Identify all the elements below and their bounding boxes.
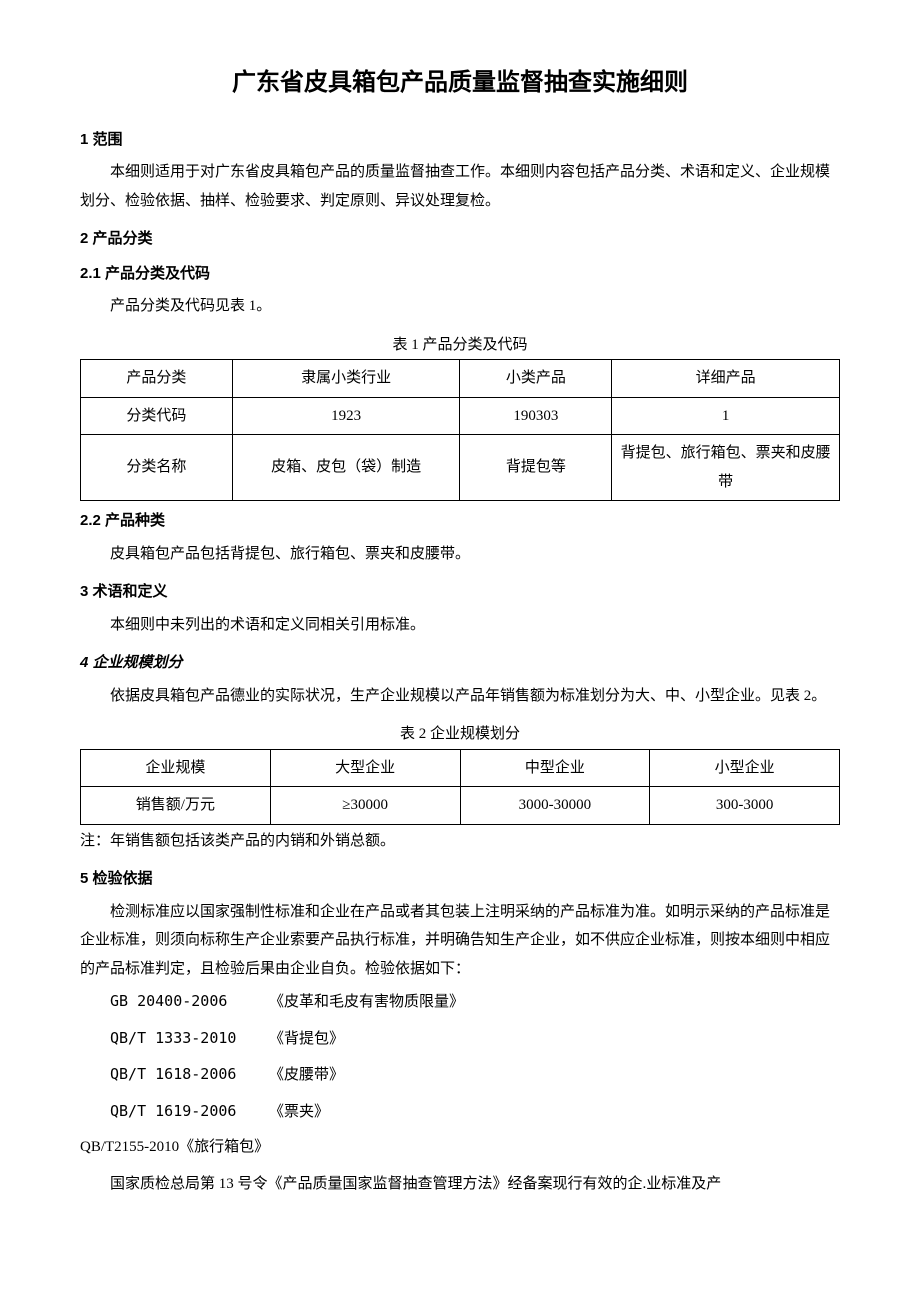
standard-item: QB/T 1618-2006 《皮腰带》: [110, 1060, 840, 1089]
table-cell: 190303: [460, 397, 612, 435]
standard-code: GB 20400-2006: [110, 987, 260, 1016]
table-cell: 背提包、旅行箱包、票夹和皮腰带: [612, 435, 840, 501]
table-cell: 小型企业: [650, 749, 840, 787]
document-title: 广东省皮具箱包产品质量监督抽查实施细则: [80, 60, 840, 106]
table-cell: 300-3000: [650, 787, 840, 825]
table-cell: 详细产品: [612, 360, 840, 398]
table-cell: 销售额/万元: [81, 787, 271, 825]
section-2-heading: 2 产品分类: [80, 225, 840, 254]
table-row: 销售额/万元 ≥30000 3000-30000 300-3000: [81, 787, 840, 825]
standard-code: QB/T 1619-2006: [110, 1097, 260, 1126]
section-4-paragraph: 依据皮具箱包产品德业的实际状况，生产企业规模以产品年销售额为标准划分为大、中、小…: [80, 682, 840, 711]
standard-item: QB/T 1333-2010 《背提包》: [110, 1024, 840, 1053]
table-2-caption: 表 2 企业规模划分: [80, 720, 840, 749]
section-4-heading: 4 企业规模划分: [80, 649, 840, 678]
table-cell: 分类名称: [81, 435, 233, 501]
table-row: 分类代码 1923 190303 1: [81, 397, 840, 435]
table-cell: 1923: [232, 397, 460, 435]
section-5-paragraph-1: 检测标准应以国家强制性标准和企业在产品或者其包装上注明采纳的产品标准为准。如明示…: [80, 898, 840, 984]
table-row: 产品分类 隶属小类行业 小类产品 详细产品: [81, 360, 840, 398]
standard-item: GB 20400-2006 《皮革和毛皮有害物质限量》: [110, 987, 840, 1016]
standard-item-last: QB/T2155-2010《旅行箱包》: [80, 1133, 840, 1162]
section-2-2-heading: 2.2 产品种类: [80, 507, 840, 536]
section-5-paragraph-2: 国家质检总局第 13 号令《产品质量国家监督抽查管理方法》经备案现行有效的企.业…: [80, 1170, 840, 1199]
section-1-heading: 1 范围: [80, 126, 840, 155]
standard-code: QB/T 1618-2006: [110, 1060, 260, 1089]
standard-name: 《皮革和毛皮有害物质限量》: [269, 992, 464, 1010]
standard-name: 《背提包》: [269, 1029, 344, 1047]
table-cell: 产品分类: [81, 360, 233, 398]
section-2-2-paragraph: 皮具箱包产品包括背提包、旅行箱包、票夹和皮腰带。: [80, 540, 840, 569]
table-cell: 企业规模: [81, 749, 271, 787]
table-cell: 3000-30000: [460, 787, 650, 825]
table-row: 企业规模 大型企业 中型企业 小型企业: [81, 749, 840, 787]
standard-name: 《皮腰带》: [269, 1065, 344, 1083]
section-2-1-paragraph: 产品分类及代码见表 1。: [80, 292, 840, 321]
section-3-paragraph: 本细则中未列出的术语和定义同相关引用标准。: [80, 611, 840, 640]
table-cell: 大型企业: [270, 749, 460, 787]
table-cell: ≥30000: [270, 787, 460, 825]
section-1-paragraph: 本细则适用于对广东省皮具箱包产品的质量监督抽查工作。本细则内容包括产品分类、术语…: [80, 158, 840, 215]
table-1-caption: 表 1 产品分类及代码: [80, 331, 840, 360]
table-cell: 中型企业: [460, 749, 650, 787]
table-cell: 1: [612, 397, 840, 435]
table-cell: 背提包等: [460, 435, 612, 501]
table-cell: 皮箱、皮包（袋）制造: [232, 435, 460, 501]
table-row: 分类名称 皮箱、皮包（袋）制造 背提包等 背提包、旅行箱包、票夹和皮腰带: [81, 435, 840, 501]
section-3-heading: 3 术语和定义: [80, 578, 840, 607]
table-1: 产品分类 隶属小类行业 小类产品 详细产品 分类代码 1923 190303 1…: [80, 359, 840, 501]
standard-code: QB/T 1333-2010: [110, 1024, 260, 1053]
table-cell: 分类代码: [81, 397, 233, 435]
standard-name: 《票夹》: [269, 1102, 329, 1120]
table-cell: 小类产品: [460, 360, 612, 398]
table-2: 企业规模 大型企业 中型企业 小型企业 销售额/万元 ≥30000 3000-3…: [80, 749, 840, 825]
table-2-note: 注：年销售额包括该类产品的内销和外销总额。: [80, 827, 840, 856]
section-2-1-heading: 2.1 产品分类及代码: [80, 260, 840, 289]
standard-item: QB/T 1619-2006 《票夹》: [110, 1097, 840, 1126]
table-cell: 隶属小类行业: [232, 360, 460, 398]
section-5-heading: 5 检验依据: [80, 865, 840, 894]
